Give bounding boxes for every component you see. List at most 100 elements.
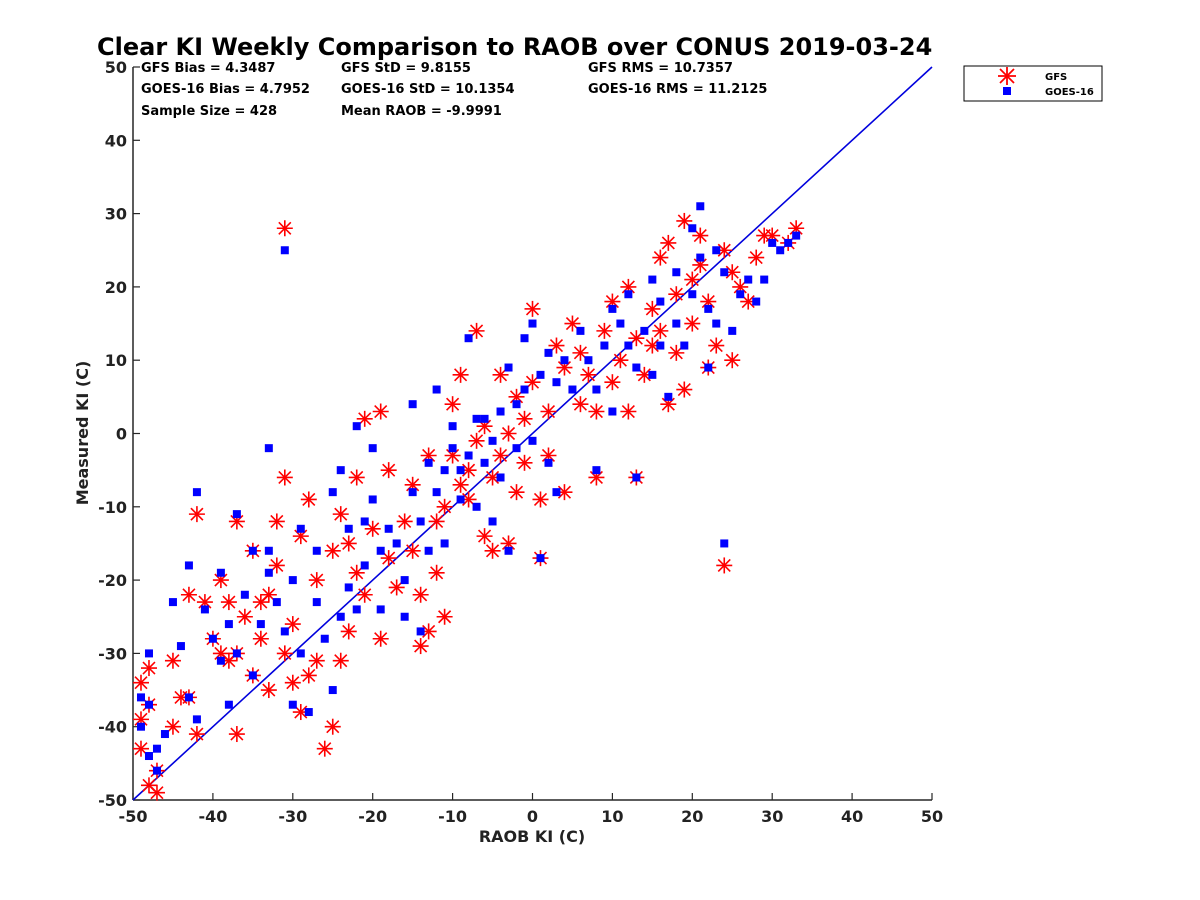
goes-16-point bbox=[400, 576, 409, 585]
gfs-point bbox=[396, 513, 413, 530]
goes-16-point bbox=[640, 326, 649, 335]
gfs-point bbox=[620, 403, 637, 420]
goes-16-point bbox=[424, 458, 433, 467]
goes-16-point bbox=[496, 407, 505, 416]
goes-16-point bbox=[224, 620, 233, 629]
goes-16-point bbox=[544, 458, 553, 467]
legend-goes-marker bbox=[1003, 87, 1011, 95]
goes-16-point bbox=[552, 378, 561, 387]
gfs-point bbox=[428, 564, 445, 581]
goes-16-point bbox=[648, 370, 657, 379]
gfs-point bbox=[348, 469, 365, 486]
gfs-point bbox=[300, 491, 317, 508]
goes-16-point bbox=[208, 634, 217, 643]
x-tick-label: -40 bbox=[198, 807, 227, 826]
goes-16-point bbox=[360, 561, 369, 570]
legend-gfs-label: GFS bbox=[1045, 72, 1067, 83]
gfs-point bbox=[524, 300, 541, 317]
goes-16-point bbox=[216, 656, 225, 665]
gfs-point bbox=[164, 652, 181, 669]
goes-16-point bbox=[720, 539, 729, 548]
y-tick-label: 20 bbox=[105, 278, 127, 297]
gfs-point bbox=[276, 469, 293, 486]
gfs-point bbox=[588, 403, 605, 420]
gfs-point bbox=[476, 528, 493, 545]
gfs-point bbox=[652, 322, 669, 339]
goes-16-point bbox=[368, 495, 377, 504]
goes-16-point bbox=[280, 246, 289, 255]
gfs-point bbox=[260, 682, 277, 699]
y-tick-label: 40 bbox=[105, 131, 127, 150]
goes-16-point bbox=[744, 275, 753, 284]
gfs-point bbox=[444, 396, 461, 413]
gfs-point bbox=[220, 594, 237, 611]
gfs-point bbox=[404, 542, 421, 559]
goes-16-point bbox=[600, 341, 609, 350]
goes-16-point bbox=[480, 414, 489, 423]
goes-16-point bbox=[520, 334, 529, 343]
gfs-point bbox=[412, 638, 429, 655]
gfs-point bbox=[180, 586, 197, 603]
gfs-point bbox=[484, 542, 501, 559]
gfs-point bbox=[284, 674, 301, 691]
goes-16-point bbox=[512, 444, 521, 453]
goes-16-point bbox=[656, 341, 665, 350]
y-tick-label: -30 bbox=[98, 644, 127, 663]
chart-title: Clear KI Weekly Comparison to RAOB over … bbox=[97, 33, 932, 61]
goes-16-point bbox=[352, 605, 361, 614]
y-tick-label: 50 bbox=[105, 58, 127, 77]
goes-16-point bbox=[536, 370, 545, 379]
goes-16-point bbox=[288, 700, 297, 709]
goes-16-point bbox=[296, 649, 305, 658]
goes-16-point bbox=[264, 546, 273, 555]
goes-16-point bbox=[352, 422, 361, 431]
gfs-point bbox=[580, 366, 597, 383]
goes-16-point bbox=[344, 583, 353, 592]
goes-16-point bbox=[144, 752, 153, 761]
stats-block: GFS Bias = 4.3487 GFS StD = 9.8155 GFS R… bbox=[141, 61, 767, 119]
stat-gfs-std: GFS StD = 9.8155 bbox=[341, 61, 471, 76]
gfs-point bbox=[716, 557, 733, 574]
gfs-point bbox=[188, 506, 205, 523]
goes-16-point bbox=[152, 766, 161, 775]
x-tick-label: 40 bbox=[841, 807, 863, 826]
goes-16-point bbox=[344, 524, 353, 533]
legend-goes-label: GOES-16 bbox=[1045, 87, 1094, 98]
legend-gfs-marker bbox=[998, 67, 1016, 85]
y-tick-label: 30 bbox=[105, 205, 127, 224]
gfs-point bbox=[316, 740, 333, 757]
goes-16-point bbox=[152, 744, 161, 753]
goes-16-point bbox=[392, 539, 401, 548]
goes-16-point bbox=[224, 700, 233, 709]
goes-16-point bbox=[376, 605, 385, 614]
goes-16-point bbox=[360, 517, 369, 526]
goes-16-point bbox=[504, 363, 513, 372]
gfs-point bbox=[508, 484, 525, 501]
x-tick-label: -10 bbox=[438, 807, 467, 826]
goes-16-point bbox=[784, 238, 793, 247]
goes-16-point bbox=[424, 546, 433, 555]
goes-16-point bbox=[720, 268, 729, 277]
gfs-point bbox=[452, 366, 469, 383]
goes-16-point bbox=[472, 414, 481, 423]
goes-16-point bbox=[144, 700, 153, 709]
gfs-point bbox=[356, 586, 373, 603]
goes-16-point bbox=[312, 598, 321, 607]
goes-16-point bbox=[376, 546, 385, 555]
gfs-point bbox=[540, 403, 557, 420]
goes-16-point bbox=[712, 319, 721, 328]
goes-16-point bbox=[504, 546, 513, 555]
goes-16-point bbox=[192, 715, 201, 724]
goes-16-point bbox=[432, 488, 441, 497]
goes-16-point bbox=[456, 495, 465, 504]
gfs-point bbox=[148, 784, 165, 801]
goes-16-point bbox=[440, 466, 449, 475]
goes-16-point bbox=[248, 671, 257, 680]
stat-gfs-bias: GFS Bias = 4.3487 bbox=[141, 61, 275, 76]
y-tick-label: -20 bbox=[98, 571, 127, 590]
goes-16-point bbox=[672, 268, 681, 277]
gfs-point bbox=[436, 608, 453, 625]
gfs-point bbox=[708, 337, 725, 354]
goes-16-point bbox=[440, 539, 449, 548]
goes-16-point bbox=[448, 422, 457, 431]
